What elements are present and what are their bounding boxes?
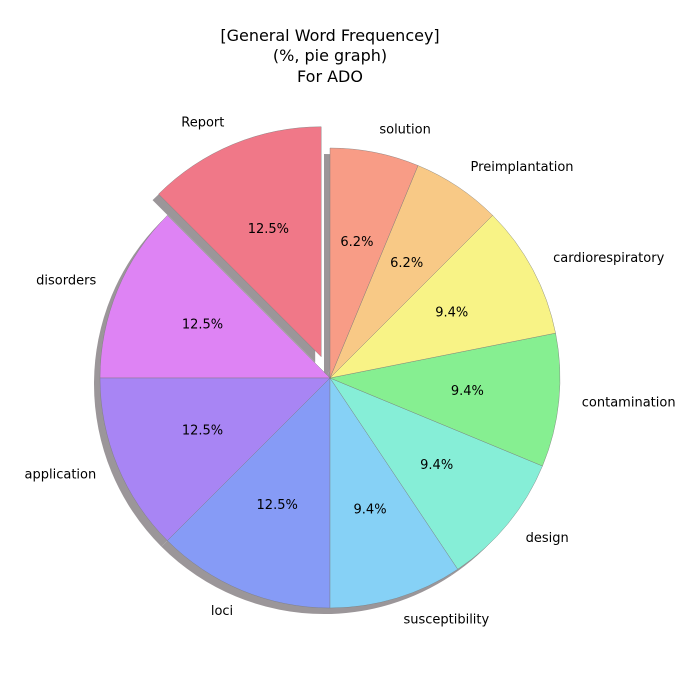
slice-label-loci: loci bbox=[211, 604, 233, 619]
pct-label-preimplantation: 6.2% bbox=[390, 256, 423, 271]
slice-label-solution: solution bbox=[379, 122, 430, 137]
slice-label-disorders: disorders bbox=[36, 274, 96, 289]
pct-label-solution: 6.2% bbox=[340, 235, 373, 250]
pct-label-cardiorespiratory: 9.4% bbox=[435, 305, 468, 320]
slice-disorders bbox=[99, 215, 331, 379]
slice-cardiorespiratory bbox=[329, 215, 556, 379]
slice-label-application: application bbox=[25, 467, 97, 482]
slice-label-preimplantation: Preimplantation bbox=[471, 160, 574, 175]
pct-label-report: 12.5% bbox=[248, 222, 289, 237]
pie-slices bbox=[99, 126, 561, 609]
pct-label-design: 9.4% bbox=[420, 458, 453, 473]
slice-label-report: Report bbox=[181, 116, 224, 131]
slice-application bbox=[99, 377, 331, 541]
pct-label-application: 12.5% bbox=[182, 423, 223, 438]
chart-title-line-2: (%, pie graph) bbox=[273, 46, 387, 65]
pct-label-disorders: 12.5% bbox=[182, 318, 223, 333]
pct-label-loci: 12.5% bbox=[257, 498, 298, 513]
slice-label-contamination: contamination bbox=[582, 395, 676, 410]
slice-label-design: design bbox=[526, 531, 569, 546]
slice-report bbox=[158, 126, 322, 358]
slice-design bbox=[329, 377, 543, 570]
pct-label-contamination: 9.4% bbox=[451, 384, 484, 399]
slice-solution bbox=[329, 147, 419, 379]
chart-title-line-1: [General Word Frequencey] bbox=[220, 26, 439, 45]
slice-label-susceptibility: susceptibility bbox=[403, 613, 489, 628]
slice-susceptibility bbox=[329, 377, 459, 609]
pct-label-susceptibility: 9.4% bbox=[354, 503, 387, 518]
slice-label-cardiorespiratory: cardiorespiratory bbox=[553, 251, 664, 266]
pie-labels: 12.5% Report 12.5% disorders 12.5% applicatio… bbox=[25, 116, 676, 628]
chart-title-line-3: For ADO bbox=[297, 67, 363, 86]
slice-contamination bbox=[329, 332, 561, 467]
slice-loci bbox=[167, 377, 331, 609]
